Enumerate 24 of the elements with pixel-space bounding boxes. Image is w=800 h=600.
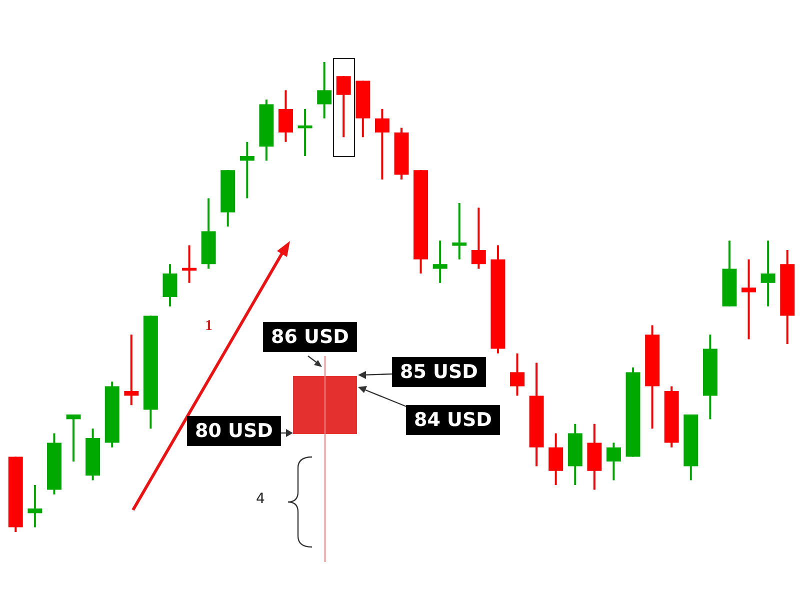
annotation: 4 xyxy=(256,491,265,507)
candlestick xyxy=(432,240,448,284)
candlestick xyxy=(510,352,524,397)
candlestick xyxy=(336,75,351,138)
candlestick xyxy=(66,414,81,462)
candlestick xyxy=(452,202,467,260)
candlestick xyxy=(760,240,776,308)
annotation: 84 USD xyxy=(406,405,500,435)
annotation: 80 USD xyxy=(187,416,281,446)
annotation: 85 USD xyxy=(392,357,486,387)
candlestick xyxy=(471,206,486,270)
candlestick xyxy=(374,108,390,180)
candlestick xyxy=(317,61,332,120)
annotation: 86 USD xyxy=(263,322,357,352)
candlestick xyxy=(162,263,178,308)
annotation: 1 xyxy=(205,318,212,335)
candlestick xyxy=(606,442,621,482)
candlestick xyxy=(278,89,293,143)
candlestick xyxy=(742,258,756,340)
candlestick xyxy=(548,432,564,486)
candlestick xyxy=(124,334,139,406)
candlestick xyxy=(298,108,312,157)
candlestick xyxy=(28,484,42,528)
candlestick xyxy=(240,140,254,200)
